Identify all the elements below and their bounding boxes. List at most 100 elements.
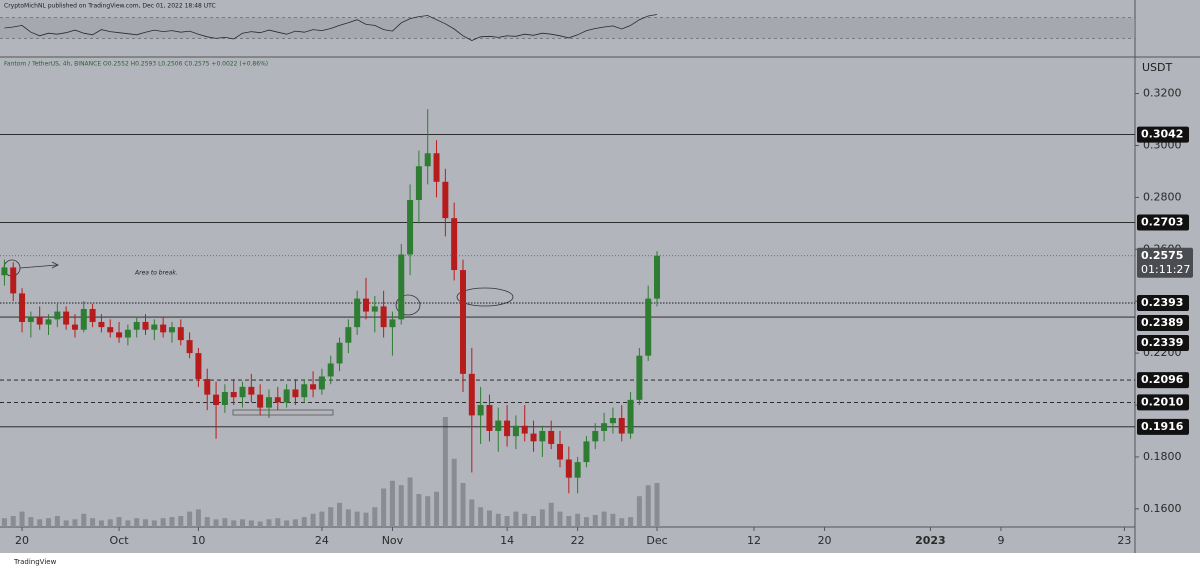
- candle-body: [230, 392, 237, 398]
- volume-bar: [539, 509, 545, 527]
- volume-bar: [178, 516, 184, 527]
- candle-body: [107, 327, 114, 333]
- volume-bar: [416, 494, 422, 527]
- volume-bar: [398, 485, 404, 527]
- x-tick-label: 9: [997, 534, 1004, 547]
- candle-body: [54, 311, 61, 320]
- volume-bar: [107, 519, 113, 527]
- volume-bar: [486, 510, 492, 527]
- volume-bar: [628, 517, 634, 527]
- candle-body: [63, 311, 70, 325]
- volume-bar: [90, 518, 96, 527]
- volume-bar: [425, 496, 431, 527]
- x-tick-label: 2023: [915, 534, 946, 547]
- volume-bar: [160, 518, 166, 527]
- volume-bar: [98, 520, 104, 527]
- candle-body: [283, 389, 290, 403]
- volume-bar: [548, 502, 554, 527]
- candle-body: [654, 255, 661, 299]
- level-label: 0.2703: [1141, 216, 1183, 229]
- symbol-line: Fantom / TetherUS, 4h, BINANCE O0.2552 H…: [4, 61, 268, 68]
- volume-bar: [504, 516, 510, 527]
- volume-bar: [284, 520, 290, 527]
- candle-body: [398, 254, 405, 320]
- candle-body: [530, 433, 537, 442]
- volume-bar: [610, 513, 616, 527]
- candle-body: [583, 441, 590, 463]
- candle-body: [539, 430, 546, 442]
- x-tick-label: Nov: [382, 534, 404, 547]
- level-label-box: [1137, 126, 1189, 143]
- candle-body: [1, 267, 8, 276]
- volume-bar: [240, 519, 246, 527]
- candle-body: [195, 353, 202, 380]
- volume-bar: [248, 520, 254, 527]
- candle-body: [274, 397, 281, 403]
- volume-bar: [531, 516, 537, 527]
- countdown: 01:11:27: [1141, 263, 1190, 276]
- volume-bar: [204, 517, 210, 527]
- currency: USDT: [1142, 61, 1173, 74]
- volume-bar: [257, 521, 263, 527]
- level-label: 0.1916: [1141, 420, 1184, 433]
- last-price-box: [1137, 247, 1193, 278]
- candle-body: [89, 308, 96, 322]
- volume-bar: [478, 507, 484, 527]
- drawing-ellipse: [456, 287, 514, 307]
- volume-bar: [319, 511, 325, 527]
- volume-bar: [231, 520, 237, 527]
- candle-body: [362, 298, 369, 312]
- candle-body: [645, 298, 652, 356]
- volume-bar: [442, 417, 448, 527]
- candle-body: [574, 462, 581, 478]
- volume-bar: [275, 518, 281, 527]
- level-label: 0.3042: [1141, 128, 1183, 141]
- x-tick-label: 23: [1117, 534, 1131, 547]
- candle-body: [318, 376, 325, 390]
- candle-body: [98, 321, 105, 328]
- volume-bar: [222, 518, 228, 527]
- level-label: 0.2096: [1141, 373, 1184, 386]
- footer: [0, 553, 1200, 570]
- candle-body: [477, 405, 484, 416]
- candle-body: [609, 417, 616, 424]
- volume-bar: [381, 488, 387, 527]
- level-label-box: [1137, 418, 1189, 435]
- candle-body: [371, 306, 378, 312]
- candle-body: [627, 399, 634, 434]
- y-tick-label: 0.1800: [1143, 450, 1182, 463]
- candle-body: [433, 153, 440, 182]
- candle-body: [36, 316, 43, 325]
- candle-body: [10, 267, 17, 294]
- volume-bar: [19, 511, 25, 527]
- volume-bar: [195, 509, 201, 527]
- volume-bar: [575, 513, 581, 527]
- candle-body: [636, 355, 643, 400]
- candle-body: [239, 386, 246, 398]
- volume-bar: [636, 496, 642, 527]
- volume-bar: [54, 516, 60, 527]
- candle-body: [486, 405, 493, 431]
- candle-body: [177, 327, 184, 341]
- volume-bar: [328, 507, 334, 527]
- volume-bar: [37, 519, 43, 527]
- volume-bar: [151, 520, 157, 527]
- volume-bar: [557, 511, 563, 527]
- volume-bar: [187, 511, 193, 527]
- x-tick-label: 20: [818, 534, 832, 547]
- volume-bar: [46, 518, 52, 527]
- volume-bar: [266, 519, 272, 527]
- x-tick-label: Dec: [646, 534, 667, 547]
- volume-bar: [301, 517, 307, 527]
- candle-body: [327, 363, 334, 377]
- candle-body: [19, 293, 26, 322]
- candle-body: [213, 394, 220, 406]
- volume-bar: [451, 458, 457, 527]
- candle-body: [71, 324, 78, 330]
- candle-body: [168, 327, 175, 333]
- x-tick-label: 24: [315, 534, 329, 547]
- candle-body: [186, 340, 193, 354]
- volume-bar: [72, 519, 78, 527]
- y-tick-label: 0.1600: [1143, 502, 1182, 515]
